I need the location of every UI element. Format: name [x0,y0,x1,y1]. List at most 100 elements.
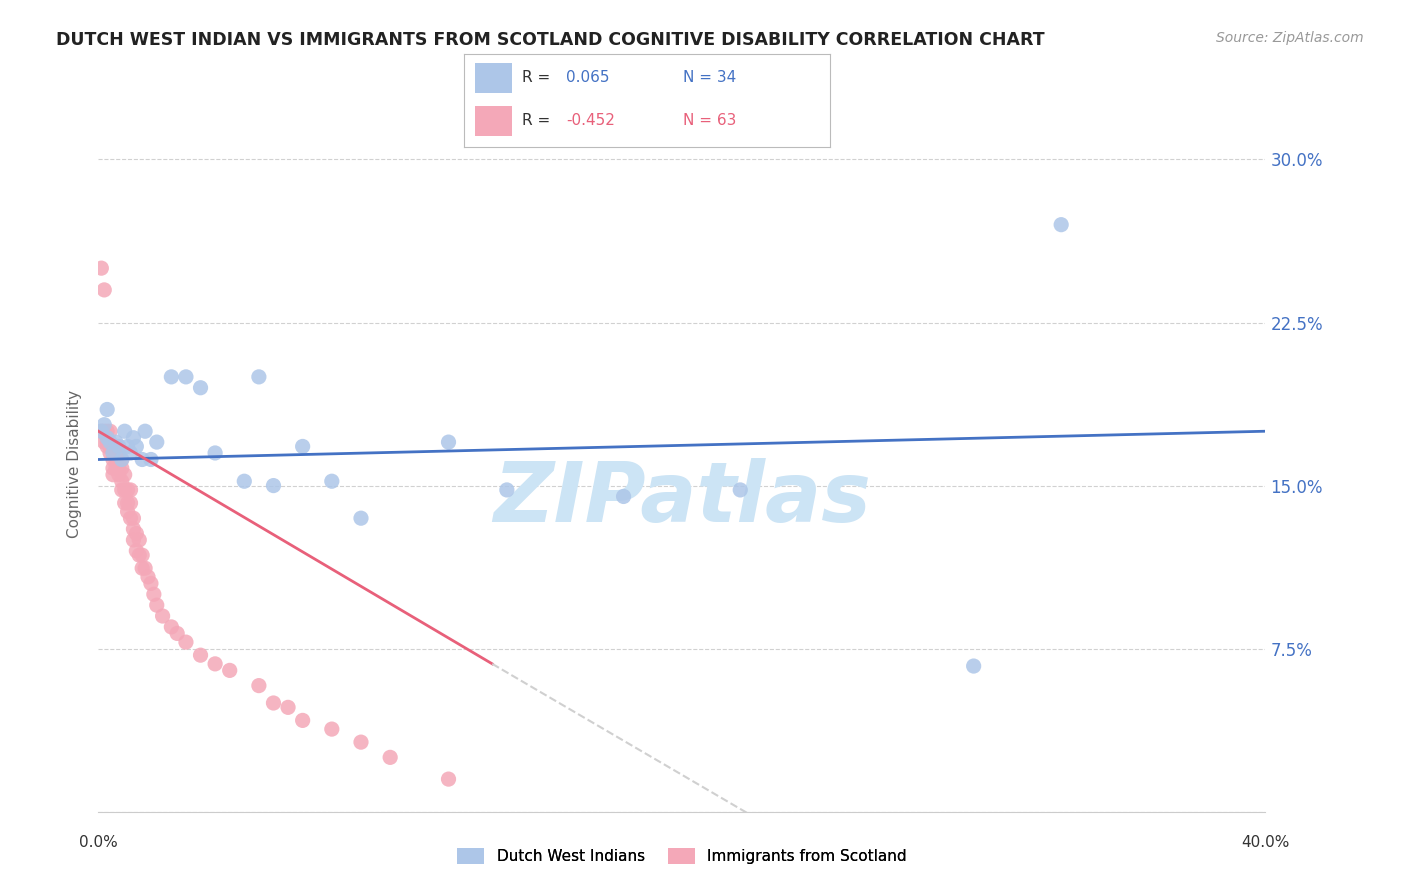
Point [108,446,131,460]
Point [131,548,153,562]
Point [122,522,145,536]
Point [117,483,139,497]
Point [160,620,183,634]
Point [166,626,188,640]
Text: 0.065: 0.065 [567,70,610,86]
Point [96,424,118,438]
Text: R =: R = [523,113,551,128]
Point [90,261,112,276]
Point [90,424,112,438]
Point [98,440,121,454]
Point [152,609,174,624]
Point [190,381,212,395]
Point [128,548,150,562]
Point [104,440,127,454]
Point [277,700,299,714]
Point [98,446,121,460]
Point [98,424,121,438]
Point [114,483,136,497]
Bar [475,63,512,93]
Point [101,467,124,482]
Text: 40.0%: 40.0% [1241,836,1289,850]
Point [96,440,118,454]
Text: N = 63: N = 63 [683,113,737,128]
Point [612,490,634,504]
Point [437,772,460,786]
Point [96,431,118,445]
Text: -0.452: -0.452 [567,113,616,128]
Point [218,664,240,678]
Point [111,452,134,467]
Point [174,635,197,649]
Point [120,496,142,510]
Bar [475,106,512,136]
Point [378,750,402,764]
Point [117,440,139,454]
Point [120,511,142,525]
Point [321,475,343,489]
Text: R =: R = [523,70,551,86]
Point [120,483,142,497]
Point [114,424,136,438]
Point [98,435,121,450]
Point [728,483,751,497]
Point [101,440,124,454]
Point [134,424,156,438]
Point [160,369,183,384]
Point [111,461,134,475]
Point [93,424,115,438]
Point [108,461,131,475]
Point [104,452,127,467]
Point [93,283,115,297]
Point [101,461,124,475]
Point [291,440,314,454]
Text: Source: ZipAtlas.com: Source: ZipAtlas.com [1216,31,1364,45]
Point [101,446,124,460]
Point [90,424,112,438]
Point [204,446,226,460]
Point [125,440,148,454]
Point [131,452,153,467]
Point [247,369,270,384]
Point [146,435,169,450]
Point [350,735,373,749]
Point [190,648,212,662]
Point [114,496,136,510]
Point [437,435,460,450]
Y-axis label: Cognitive Disability: Cognitive Disability [67,390,83,538]
Text: 0.0%: 0.0% [79,836,118,850]
Point [204,657,226,671]
Point [146,598,169,612]
Point [104,435,127,450]
Point [117,496,139,510]
Point [247,679,270,693]
Point [962,659,984,673]
Point [174,369,197,384]
Point [262,478,284,492]
Point [139,452,162,467]
Point [93,435,115,450]
Text: ZIPatlas: ZIPatlas [494,458,870,539]
Point [111,483,134,497]
Legend: Dutch West Indians, Immigrants from Scotland: Dutch West Indians, Immigrants from Scot… [451,842,912,871]
Point [125,544,148,558]
Point [117,505,139,519]
Point [233,475,256,489]
Point [142,587,165,601]
Point [350,511,373,525]
Point [108,467,131,482]
Point [96,435,118,450]
Point [114,467,136,482]
Point [321,722,343,736]
Point [125,526,148,541]
Point [96,402,118,417]
Point [1050,218,1073,232]
Point [104,461,127,475]
Point [139,576,162,591]
Point [122,431,145,445]
Point [108,440,131,454]
Text: N = 34: N = 34 [683,70,737,86]
Point [111,452,134,467]
Point [120,446,142,460]
Point [134,561,156,575]
